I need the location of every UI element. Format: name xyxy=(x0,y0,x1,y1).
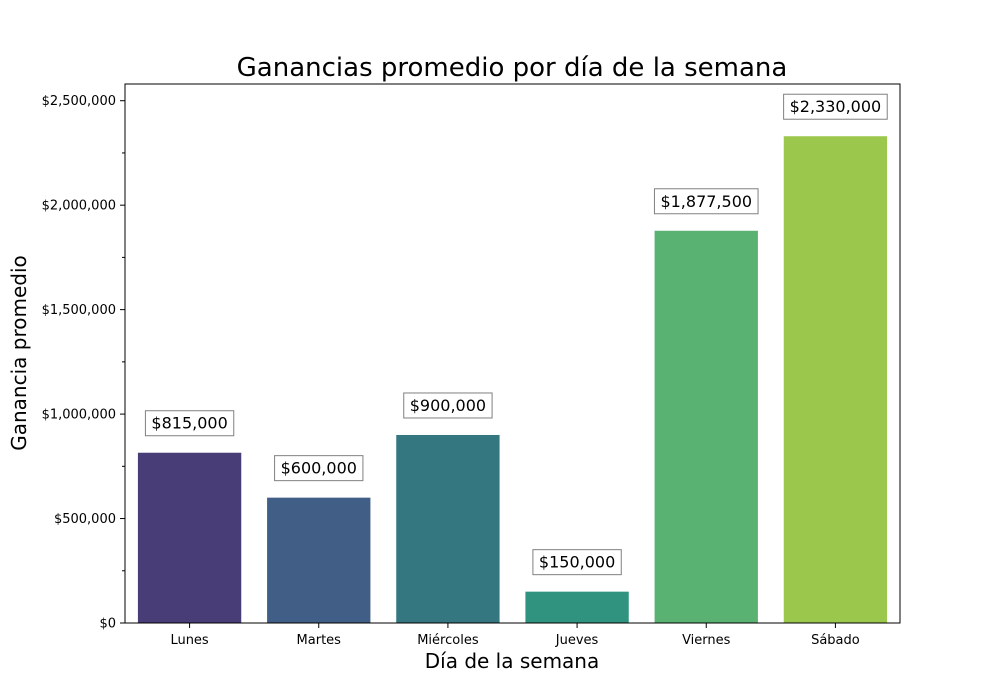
data-label-box xyxy=(403,392,493,419)
x-tick-label: Lunes xyxy=(170,633,208,648)
data-label-text: $600,000 xyxy=(281,459,357,478)
bar-5 xyxy=(783,136,888,623)
y-tick-label: $0 xyxy=(99,617,116,632)
data-label-text: $815,000 xyxy=(151,414,227,433)
bars-group xyxy=(137,136,888,623)
data-label: $150,000 xyxy=(532,549,622,576)
x-tick-label: Miércoles xyxy=(417,633,479,648)
y-axis: $0 $500,000 $1,000,000 $1,500,000 $2,000,000… xyxy=(42,94,125,632)
bar-0 xyxy=(137,452,242,623)
y-tick-label: $500,000 xyxy=(54,512,116,527)
bar-3 xyxy=(525,591,629,623)
data-label: $600,000 xyxy=(274,455,364,482)
data-label-text: $1,877,500 xyxy=(660,192,752,211)
bar-2 xyxy=(396,434,500,623)
y-axis-label: Ganancia promedio xyxy=(7,255,31,451)
bar-4 xyxy=(654,230,758,623)
data-label: $900,000 xyxy=(403,392,493,419)
data-label-text: $150,000 xyxy=(539,553,615,572)
x-axis: Lunes Martes Miércoles Jueves Viernes Sábado xyxy=(170,623,860,648)
y-tick-label: $1,000,000 xyxy=(42,408,116,423)
data-label: $1,877,500 xyxy=(653,188,759,215)
data-label-text: $900,000 xyxy=(410,396,486,415)
data-label-box xyxy=(653,188,759,215)
y-tick-label: $2,500,000 xyxy=(42,94,116,109)
x-axis-label: Día de la semana xyxy=(425,649,600,673)
data-label-text: $2,330,000 xyxy=(790,97,882,116)
data-label-box xyxy=(532,549,622,576)
bar-1 xyxy=(267,497,371,623)
data-label-box xyxy=(144,410,235,437)
x-tick-label: Jueves xyxy=(555,633,599,648)
x-tick-label: Sábado xyxy=(811,633,860,648)
x-tick-label: Martes xyxy=(297,633,342,648)
data-labels-group: $815,000 $600,000 $900,000 $150,000 $1,877,5… xyxy=(144,93,888,576)
plot-frame xyxy=(124,83,901,624)
x-tick-label: Viernes xyxy=(682,633,731,648)
data-label-box xyxy=(783,93,888,120)
chart-title: Ganancias promedio por día de la semana xyxy=(237,53,788,83)
y-tick-label: $2,000,000 xyxy=(42,199,116,214)
y-tick-label: $1,500,000 xyxy=(42,303,116,318)
data-label-box xyxy=(274,455,364,482)
data-label: $2,330,000 xyxy=(783,93,888,120)
data-label: $815,000 xyxy=(144,410,235,437)
